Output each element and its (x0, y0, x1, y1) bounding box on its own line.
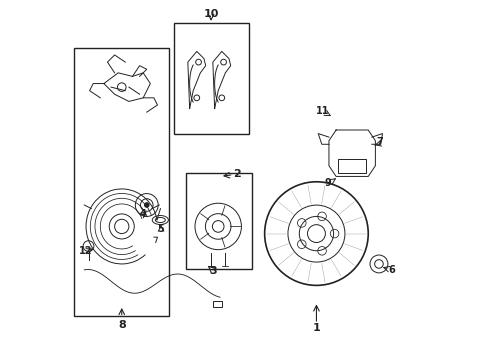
Text: 5: 5 (158, 224, 165, 234)
Text: 7: 7 (377, 138, 383, 148)
Text: 6: 6 (389, 265, 395, 275)
Text: 11: 11 (316, 107, 330, 116)
Text: 4: 4 (140, 209, 147, 219)
Text: 8: 8 (118, 320, 125, 330)
Text: 12: 12 (79, 246, 93, 256)
Text: 9: 9 (325, 178, 332, 188)
Circle shape (145, 203, 149, 207)
Text: 3: 3 (209, 266, 217, 276)
Text: 2: 2 (233, 169, 241, 179)
Text: 1: 1 (313, 323, 320, 333)
Bar (338, 158, 367, 173)
Bar (213, 301, 222, 307)
Text: 10: 10 (203, 9, 219, 19)
